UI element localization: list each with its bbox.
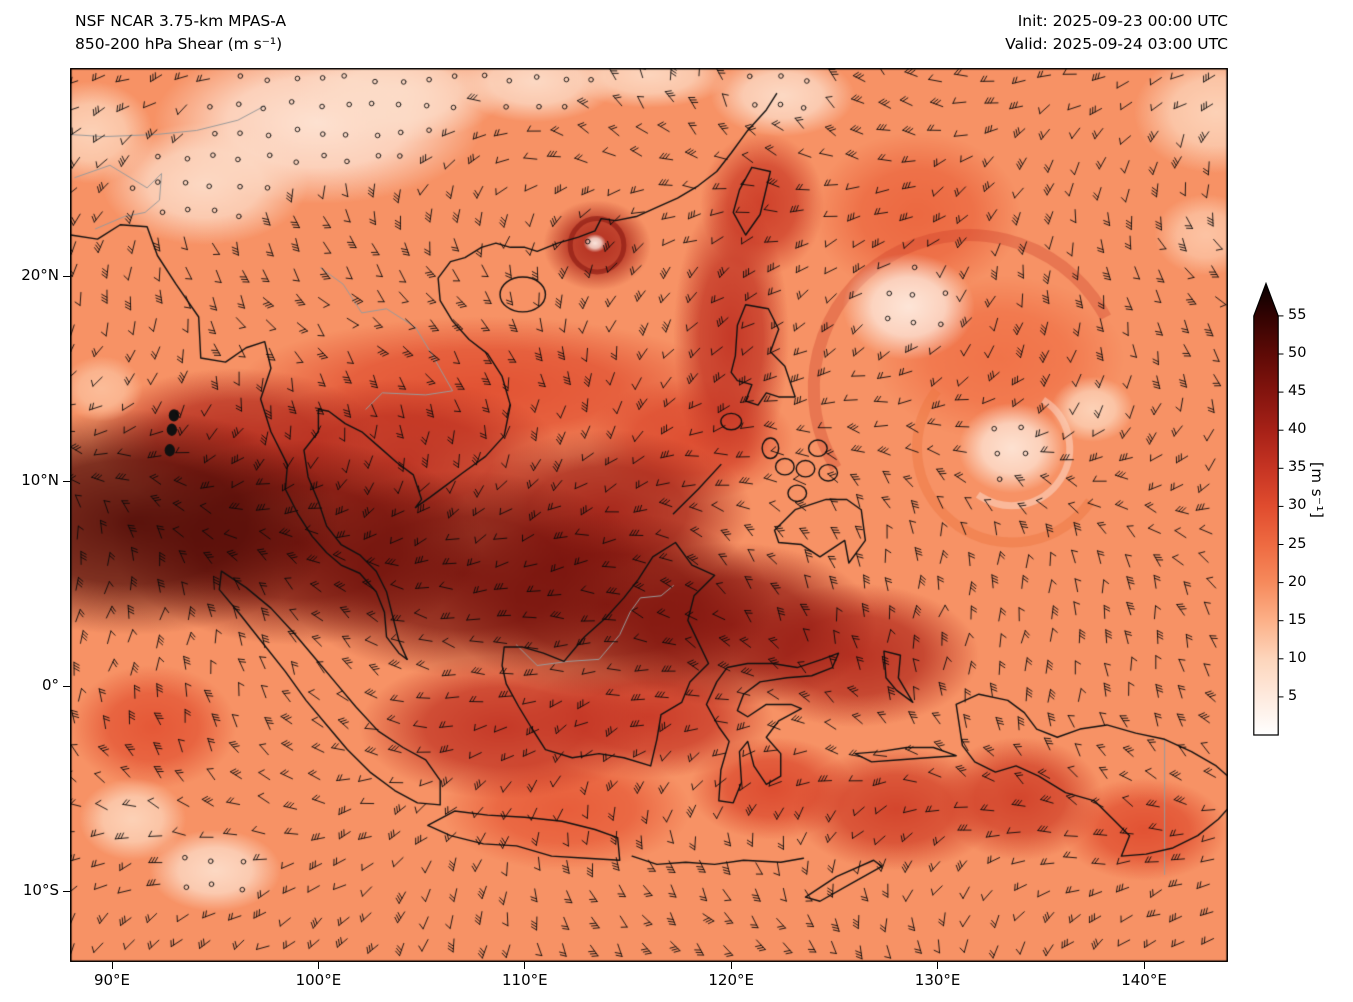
colorbar-label: [m s⁻¹] [1308,462,1326,519]
x-tick-label: 100°E [295,971,342,989]
colorbar-tick-label: 5 [1288,687,1298,704]
y-tick-label: 0° [41,676,59,694]
x-tick-label: 110°E [501,971,548,989]
colorbar-tick-label: 20 [1288,573,1307,590]
y-tick [63,890,70,892]
time-stamps: Init: 2025-09-23 00:00 UTC Valid: 2025-0… [1005,10,1228,56]
x-tick [1143,962,1145,969]
colorbar-tick-label: 50 [1288,345,1307,361]
colorbar-tick-label: 15 [1288,611,1307,628]
colorbar-tick-label: 35 [1288,459,1307,476]
y-tick-label: 10°S [22,881,59,899]
y-tick [63,480,70,482]
x-tick [317,962,319,969]
x-tick-label: 120°E [708,971,754,989]
colorbar-tick-label: 25 [1288,535,1307,552]
colorbar-svg [1253,281,1284,736]
x-tick [524,962,526,969]
valid-time: Valid: 2025-09-24 03:00 UTC [1005,35,1228,53]
x-tick [111,962,113,969]
colorbar-tick-label: 45 [1288,383,1307,400]
init-time: Init: 2025-09-23 00:00 UTC [1017,12,1228,30]
x-tick-label: 140°E [1121,971,1167,989]
colorbar [1253,281,1289,738]
colorbar-tick-label: 40 [1288,421,1307,438]
model-title: NSF NCAR 3.75-km MPAS-A [75,12,287,30]
y-tick-label: 20°N [21,266,59,284]
x-tick [730,962,732,969]
shear-map-canvas [70,68,1228,962]
x-tick-label: 90°E [93,971,131,989]
colorbar-tick-label: 10 [1288,649,1307,666]
y-tick-label: 10°N [21,471,59,489]
colorbar-bar [1253,281,1279,736]
x-tick-label: 130°E [914,971,961,989]
colorbar-tick-label: 30 [1288,497,1307,514]
x-tick [937,962,939,969]
colorbar-tick-label: 55 [1288,306,1307,323]
title-block: NSF NCAR 3.75-km MPAS-A 850-200 hPa Shea… [75,10,286,56]
y-tick [63,275,70,277]
field-title: 850-200 hPa Shear (m s⁻¹) [75,35,283,53]
y-tick [63,685,70,687]
